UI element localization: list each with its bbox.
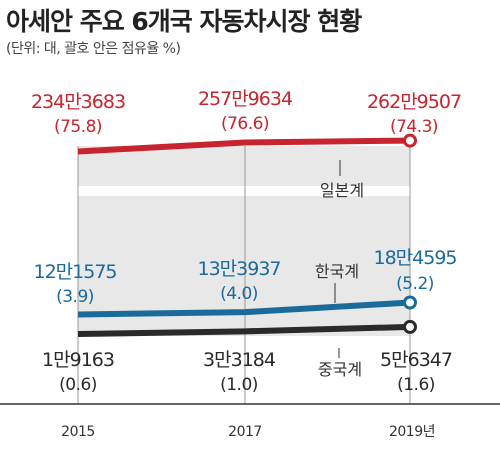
series-line-1 (77, 299, 411, 318)
data-label-share: (76.6) (221, 114, 269, 134)
series-end-marker-1 (403, 295, 417, 310)
x-axis: 2015 2017 2019년 (0, 403, 500, 440)
series-end-marker-2 (403, 319, 417, 334)
data-label-value: 18만4595 (373, 247, 456, 269)
x-tick-label: 2015 (61, 424, 95, 440)
data-label-value: 3만3184 (203, 349, 276, 371)
data-label-value: 5만6347 (380, 349, 452, 371)
data-labels: 234만3683 (75.8) 257만9634 (76.6) 262만9507 (74.… (31, 88, 462, 395)
data-label-share: (1.0) (220, 375, 258, 395)
data-label-value: 234만3683 (31, 91, 125, 113)
series-lines (77, 133, 417, 337)
data-label-value: 257만9634 (198, 88, 293, 110)
series-name-label: 중국계 (318, 360, 362, 379)
data-label-share: (5.2) (396, 274, 434, 294)
data-label-share: (0.6) (59, 375, 97, 395)
series-name-label: 일본계 (320, 181, 364, 200)
data-label-share: (1.6) (397, 375, 435, 395)
x-tick-label: 2019년 (389, 424, 435, 440)
x-tick-label: 2017 (228, 424, 262, 440)
chart-subtitle: (단위: 대, 괄호 안은 점유율 %) (6, 41, 181, 57)
gridlines (77, 146, 411, 404)
data-label-value: 262만9507 (367, 91, 461, 113)
chart-title: 아세안 주요 6개국 자동차시장 현황 (6, 7, 362, 36)
data-label-share: (74.3) (390, 117, 438, 137)
data-label-value: 12만1575 (33, 261, 116, 283)
series-line-2 (77, 323, 411, 337)
data-label-value: 1만9163 (42, 349, 114, 371)
series-line-0 (77, 137, 411, 155)
upper-band (78, 146, 410, 186)
series-name-label: 한국계 (315, 262, 359, 281)
data-label-share: (3.9) (56, 287, 94, 307)
data-label-share: (4.0) (220, 284, 258, 304)
data-label-share: (75.8) (54, 117, 102, 137)
series-end-marker-0 (403, 133, 417, 148)
data-label-value: 13만3937 (197, 258, 280, 280)
